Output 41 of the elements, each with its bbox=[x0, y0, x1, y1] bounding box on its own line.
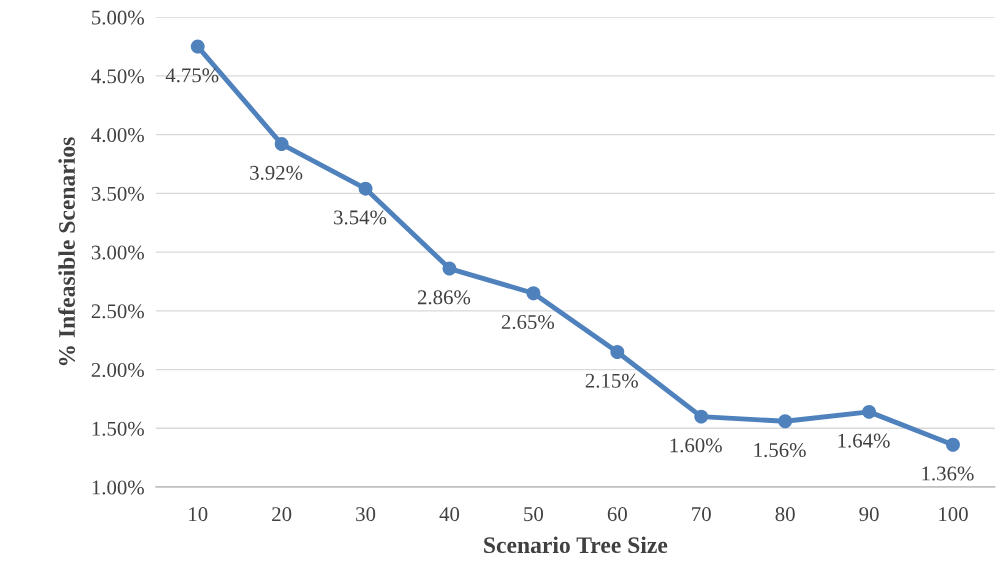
x-tick-label: 50 bbox=[524, 507, 544, 522]
y-tick-label: 3.00% bbox=[91, 245, 144, 260]
data-label: 2.15% bbox=[585, 373, 638, 388]
data-label: 2.65% bbox=[501, 314, 555, 330]
y-axis-title: % Infeasible Scenarios bbox=[58, 137, 76, 366]
x-tick-label: 30 bbox=[356, 507, 376, 522]
y-tick-label: 5.00% bbox=[92, 10, 144, 25]
data-label: 3.54% bbox=[334, 210, 387, 225]
y-tick-label: 4.00% bbox=[91, 128, 144, 143]
data-label: 4.75% bbox=[165, 68, 219, 83]
x-tick-label: 40 bbox=[439, 507, 460, 522]
data-label: 2.86% bbox=[417, 290, 471, 305]
point bbox=[778, 414, 793, 429]
point bbox=[442, 261, 457, 276]
x-tick-label: 20 bbox=[272, 507, 292, 522]
x-tick-label: 80 bbox=[775, 507, 795, 522]
data-label: 3.92% bbox=[250, 165, 303, 180]
point bbox=[946, 437, 960, 452]
point bbox=[610, 345, 625, 359]
x-tick-label: 90 bbox=[859, 507, 879, 522]
x-tick-label: 10 bbox=[189, 507, 208, 522]
point bbox=[358, 181, 373, 196]
y-tick-label: 3.50% bbox=[91, 186, 144, 201]
point bbox=[274, 137, 289, 151]
x-tick-label: 60 bbox=[607, 507, 627, 522]
data-label: 1.64% bbox=[838, 433, 890, 448]
y-tick-label: 1.50% bbox=[92, 421, 144, 436]
data-label: 1.60% bbox=[670, 438, 722, 453]
point bbox=[862, 404, 877, 419]
data-label: 1.36% bbox=[922, 466, 974, 481]
x-tick-label: 70 bbox=[692, 507, 711, 522]
point bbox=[190, 39, 205, 54]
point bbox=[526, 286, 541, 301]
y-tick-label: 4.50% bbox=[91, 69, 144, 84]
y-tick-label: 1.00% bbox=[92, 480, 144, 495]
x-axis-title: Scenario Tree Size bbox=[484, 536, 668, 554]
y-tick-label: 2.00% bbox=[91, 362, 144, 378]
y-tick-label: 2.50% bbox=[91, 304, 144, 319]
point bbox=[694, 409, 709, 424]
x-tick-label: 100 bbox=[939, 507, 968, 522]
data-label: 1.56% bbox=[754, 442, 806, 458]
